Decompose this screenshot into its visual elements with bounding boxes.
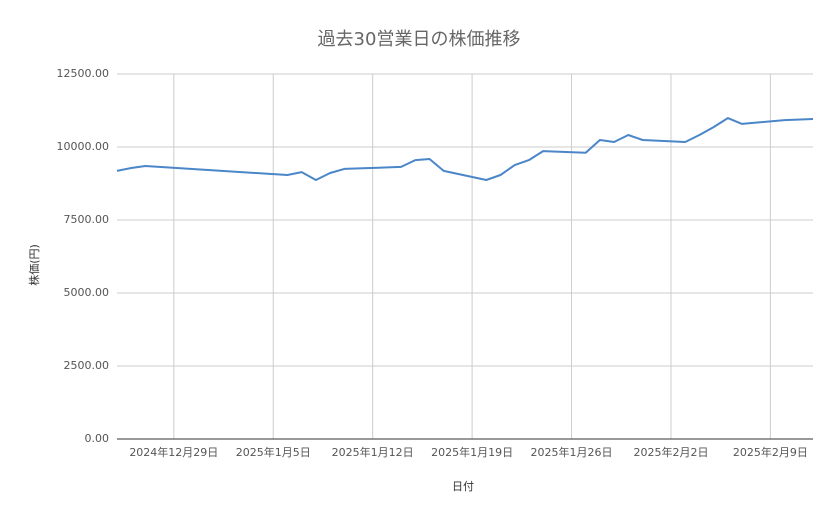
chart-title: 過去30営業日の株価推移 — [318, 29, 521, 50]
x-tick-label: 2025年1月19日 — [431, 445, 513, 459]
data-line — [116, 117, 814, 181]
x-tick-label: 2025年2月9日 — [733, 445, 808, 459]
x-tick-label: 2025年1月26日 — [531, 445, 613, 459]
y-axis-title: 株価(円) — [27, 244, 41, 286]
x-axis-title: 日付 — [452, 480, 474, 493]
x-tick-label: 2025年1月5日 — [236, 445, 311, 459]
x-tick-label: 2025年2月2日 — [633, 445, 708, 459]
y-tick-label: 7500.00 — [64, 213, 110, 226]
y-tick-label: 2500.00 — [64, 359, 110, 372]
y-tick-label: 12500.00 — [57, 67, 110, 80]
x-tick-label: 2025年1月12日 — [332, 445, 414, 459]
x-tick-label: 2024年12月29日 — [129, 445, 218, 459]
y-tick-label: 10000.00 — [57, 140, 110, 153]
y-tick-label: 5000.00 — [64, 286, 110, 299]
y-tick-label: 0.00 — [85, 432, 110, 445]
